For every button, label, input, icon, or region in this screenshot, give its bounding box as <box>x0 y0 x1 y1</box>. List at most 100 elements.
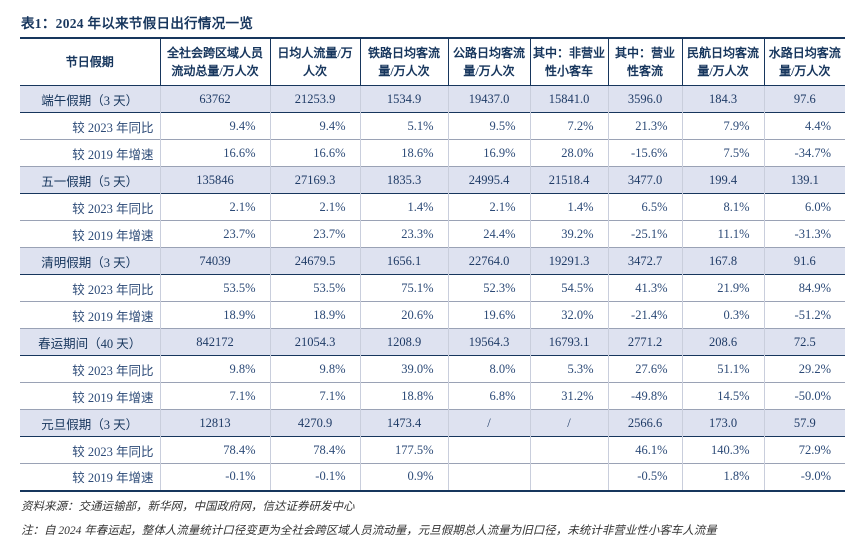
value-cell: 21054.3 <box>269 328 360 356</box>
value-cell: 12813 <box>159 409 270 437</box>
value-cell: 9.5% <box>447 112 530 140</box>
row-label: 较 2019 年增速 <box>72 390 154 405</box>
value-cell: 72.9% <box>763 436 845 464</box>
value-cell: 21.9% <box>681 274 764 302</box>
value-cell: 140.3% <box>681 436 764 464</box>
value-cell: / <box>447 409 530 437</box>
comparison-row: 较 2023 年同比 9.4% 9.4% 5.1% 9.5% 7.2% 21.3% 7.9% 4… <box>20 112 845 140</box>
value-cell: 18.6% <box>359 139 448 167</box>
value-cell: 15841.0 <box>529 85 608 113</box>
value-cell: 1534.9 <box>359 85 448 113</box>
value-cell: 14.5% <box>681 382 764 410</box>
value-cell: 2566.6 <box>607 409 682 437</box>
value-cell: 2771.2 <box>607 328 682 356</box>
value-cell: 52.3% <box>447 274 530 302</box>
comparison-row: 较 2019 年增速 -0.1% -0.1% 0.9% -0.5% 1.8% -9.0% <box>20 463 845 491</box>
value-cell: 8.1% <box>681 193 764 221</box>
value-cell: 16793.1 <box>529 328 608 356</box>
value-cell: 9.8% <box>269 355 360 383</box>
row-label: 清明假期（3 天） <box>41 255 139 270</box>
value-cell: 7.1% <box>159 382 270 410</box>
value-cell: 78.4% <box>269 436 360 464</box>
value-cell: 4270.9 <box>269 409 360 437</box>
value-cell: 6.5% <box>607 193 682 221</box>
value-cell: 1835.3 <box>359 166 448 194</box>
value-cell: 46.1% <box>607 436 682 464</box>
column-header: 水路日均客流量/万人次 <box>763 38 845 86</box>
value-cell: 18.8% <box>359 382 448 410</box>
holiday-section-row: 五一假期（5 天） 135846 27169.3 1835.3 24995.4 21518… <box>20 166 845 194</box>
value-cell: 75.1% <box>359 274 448 302</box>
value-cell: 27169.3 <box>269 166 360 194</box>
note-line: 注：自 2024 年春运起，整体人流量统计口径变更为全社会跨区域人员流动量，元旦… <box>21 524 717 537</box>
value-cell: -34.7% <box>763 139 845 167</box>
value-cell: 1473.4 <box>359 409 448 437</box>
column-header: 全社会跨区域人员流动总量/万人次 <box>159 38 270 86</box>
value-cell: 177.5% <box>359 436 448 464</box>
value-cell: 19291.3 <box>529 247 608 275</box>
value-cell: 32.0% <box>529 301 608 329</box>
holiday-section-row: 清明假期（3 天） 74039 24679.5 1656.1 22764.0 19291.… <box>20 247 845 275</box>
value-cell: 39.2% <box>529 220 608 248</box>
source-line: 资料来源：交通运输部，新华网，中国政府网，信达证券研发中心 <box>21 500 355 513</box>
value-cell: 1.8% <box>681 463 764 491</box>
value-cell: 31.2% <box>529 382 608 410</box>
value-cell: 23.7% <box>269 220 360 248</box>
value-cell: 53.5% <box>159 274 270 302</box>
table-header-row: 节日假期 全社会跨区域人员流动总量/万人次 日均人流量/万人次 铁路日均客流量/万人次… <box>20 38 845 86</box>
row-label: 较 2023 年同比 <box>72 201 154 216</box>
row-label: 较 2019 年增速 <box>72 228 154 243</box>
value-cell: 0.9% <box>359 463 448 491</box>
value-cell: -49.8% <box>607 382 682 410</box>
value-cell: 28.0% <box>529 139 608 167</box>
value-cell: 3596.0 <box>607 85 682 113</box>
value-cell: 54.5% <box>529 274 608 302</box>
value-cell: 24995.4 <box>447 166 530 194</box>
value-cell: 1.4% <box>359 193 448 221</box>
value-cell: 91.6 <box>763 247 845 275</box>
value-cell: 19437.0 <box>447 85 530 113</box>
report-page: 表1：2024 年以来节假日出行情况一览 节日假期 全社会跨区域人员流动总量/万人… <box>20 16 845 537</box>
holiday-section-row: 元旦假期（3 天） 12813 4270.9 1473.4//2566.6 173.0 5… <box>20 409 845 437</box>
value-cell: 53.5% <box>269 274 360 302</box>
value-cell: 842172 <box>159 328 270 356</box>
column-header: 节日假期 <box>20 38 160 86</box>
value-cell: 9.4% <box>269 112 360 140</box>
value-cell: 84.9% <box>763 274 845 302</box>
comparison-row: 较 2019 年增速 7.1% 7.1% 18.8% 6.8% 31.2% -49.8% 14… <box>20 382 845 410</box>
row-label: 较 2023 年同比 <box>72 120 154 135</box>
value-cell: 16.6% <box>269 139 360 167</box>
value-cell: 23.7% <box>159 220 270 248</box>
row-label: 端午假期（3 天） <box>41 93 139 108</box>
comparison-row: 较 2023 年同比 2.1% 2.1% 1.4% 2.1% 1.4% 6.5% 8.1% 6.… <box>20 193 845 221</box>
holiday-travel-table: 节日假期 全社会跨区域人员流动总量/万人次 日均人流量/万人次 铁路日均客流量/万人次… <box>20 37 845 492</box>
value-cell: 7.9% <box>681 112 764 140</box>
value-cell: 21518.4 <box>529 166 608 194</box>
value-cell: 63762 <box>159 85 270 113</box>
value-cell: 1656.1 <box>359 247 448 275</box>
value-cell: 74039 <box>159 247 270 275</box>
row-label: 五一假期（5 天） <box>41 174 139 189</box>
value-cell: 16.9% <box>447 139 530 167</box>
column-header: 其中：非营业性小客车 <box>529 38 608 86</box>
value-cell: 23.3% <box>359 220 448 248</box>
value-cell: 184.3 <box>681 85 764 113</box>
value-cell: 22764.0 <box>447 247 530 275</box>
value-cell: 199.4 <box>681 166 764 194</box>
value-cell <box>529 436 608 464</box>
holiday-section-row: 端午假期（3 天） 63762 21253.9 1534.9 19437.0 15841.… <box>20 85 845 113</box>
value-cell: 9.8% <box>159 355 270 383</box>
value-cell: 135846 <box>159 166 270 194</box>
value-cell: 2.1% <box>269 193 360 221</box>
value-cell: 7.5% <box>681 139 764 167</box>
value-cell: -50.0% <box>763 382 845 410</box>
comparison-row: 较 2019 年增速 16.6% 16.6% 18.6% 16.9% 28.0% -15.6… <box>20 139 845 167</box>
value-cell <box>529 463 608 491</box>
value-cell: 18.9% <box>269 301 360 329</box>
value-cell: -51.2% <box>763 301 845 329</box>
value-cell: 18.9% <box>159 301 270 329</box>
value-cell <box>447 436 530 464</box>
value-cell: 21253.9 <box>269 85 360 113</box>
value-cell: 78.4% <box>159 436 270 464</box>
row-label: 较 2023 年同比 <box>72 282 154 297</box>
